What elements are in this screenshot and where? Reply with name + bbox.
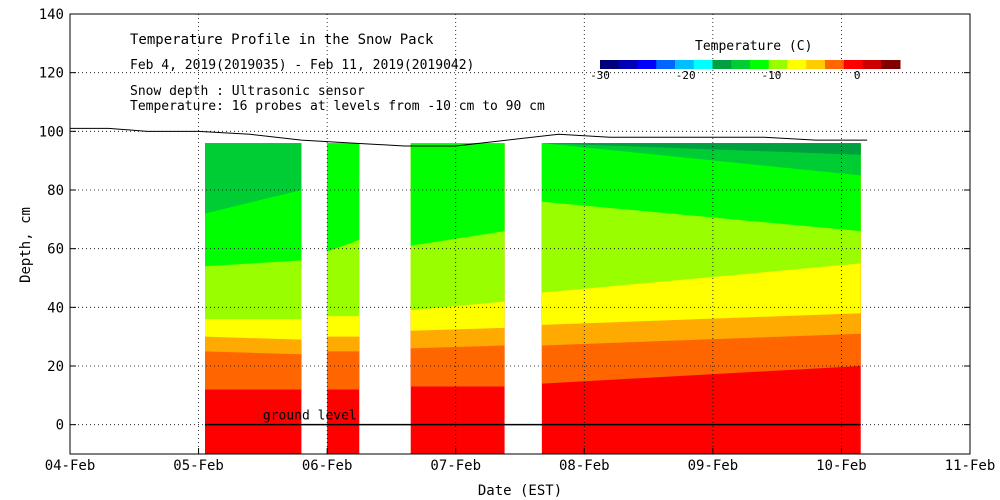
colorbar-cell-4: [675, 60, 695, 69]
colorbar-label-2: -10: [761, 69, 781, 82]
y-tick-label-3: 60: [47, 242, 64, 258]
x-tick-label-7: 11-Feb: [945, 458, 996, 474]
y-tick-label-0: 0: [56, 418, 64, 434]
x-tick-label-1: 05-Feb: [173, 458, 224, 474]
heat-band-1-5: [327, 143, 360, 252]
colorbar-cell-8: [750, 60, 770, 69]
temperature-heatmap: [205, 143, 861, 454]
chart-title: Temperature Profile in the Snow Pack: [130, 32, 434, 48]
y-tick-label-7: 140: [39, 7, 64, 23]
colorbar-label-0: -30: [590, 69, 610, 82]
colorbar-cell-2: [637, 60, 657, 69]
colorbar-title: Temperature (C): [695, 39, 812, 54]
x-tick-label-3: 07-Feb: [430, 458, 481, 474]
colorbar: Temperature (C) -30 -20 -10 0: [590, 39, 901, 82]
heat-band-0-6: [205, 143, 302, 214]
y-tick-label-5: 100: [39, 124, 64, 140]
x-tick-label-2: 06-Feb: [302, 458, 353, 474]
x-tick-label-0: 04-Feb: [45, 458, 96, 474]
colorbar-cell-1: [618, 60, 638, 69]
colorbar-cell-6: [712, 60, 732, 69]
colorbar-cell-9: [768, 60, 788, 69]
colorbar-labels: -30 -20 -10 0: [590, 69, 860, 82]
y-tick-label-4: 80: [47, 183, 64, 199]
colorbar-cell-5: [693, 60, 713, 69]
colorbar-label-3: 0: [854, 69, 861, 82]
note-temperature: Temperature: 16 probes at levels from -1…: [130, 99, 545, 114]
snow-depth-line: [70, 127, 868, 147]
colorbar-cell-11: [806, 60, 826, 69]
colorbar-cell-14: [862, 60, 882, 69]
colorbar-cell-7: [731, 60, 751, 69]
note-snow-depth: Snow depth : Ultrasonic sensor: [130, 84, 365, 99]
snow-depth-polyline: [70, 127, 868, 147]
x-tick-label-5: 09-Feb: [688, 458, 739, 474]
colorbar-cells: [600, 60, 901, 69]
x-axis-title: Date (EST): [478, 483, 562, 499]
heat-band-2-5: [410, 143, 505, 246]
colorbar-cell-3: [656, 60, 676, 69]
y-tick-label-1: 20: [47, 359, 64, 375]
y-tick-label-2: 40: [47, 300, 64, 316]
colorbar-cell-12: [825, 60, 845, 69]
y-tick-label-6: 120: [39, 66, 64, 82]
colorbar-label-1: -20: [676, 69, 696, 82]
colorbar-cell-0: [600, 60, 620, 69]
ground-level-label: ground level: [263, 409, 357, 424]
plot-frame: [69, 13, 971, 455]
colorbar-cell-13: [843, 60, 863, 69]
colorbar-cell-15: [881, 60, 901, 69]
heat-band-3-7: [541, 143, 861, 155]
chart-subtitle: Feb 4, 2019(2019035) - Feb 11, 2019(2019…: [130, 58, 474, 73]
colorbar-cell-10: [787, 60, 807, 69]
x-tick-label-4: 08-Feb: [559, 458, 610, 474]
x-tick-label-6: 10-Feb: [816, 458, 867, 474]
y-axis-title: Depth, cm: [18, 207, 34, 283]
axis-ticks: 04-Feb 05-Feb 06-Feb 07-Feb 08-Feb 09-Feb 10-F…: [39, 7, 996, 474]
